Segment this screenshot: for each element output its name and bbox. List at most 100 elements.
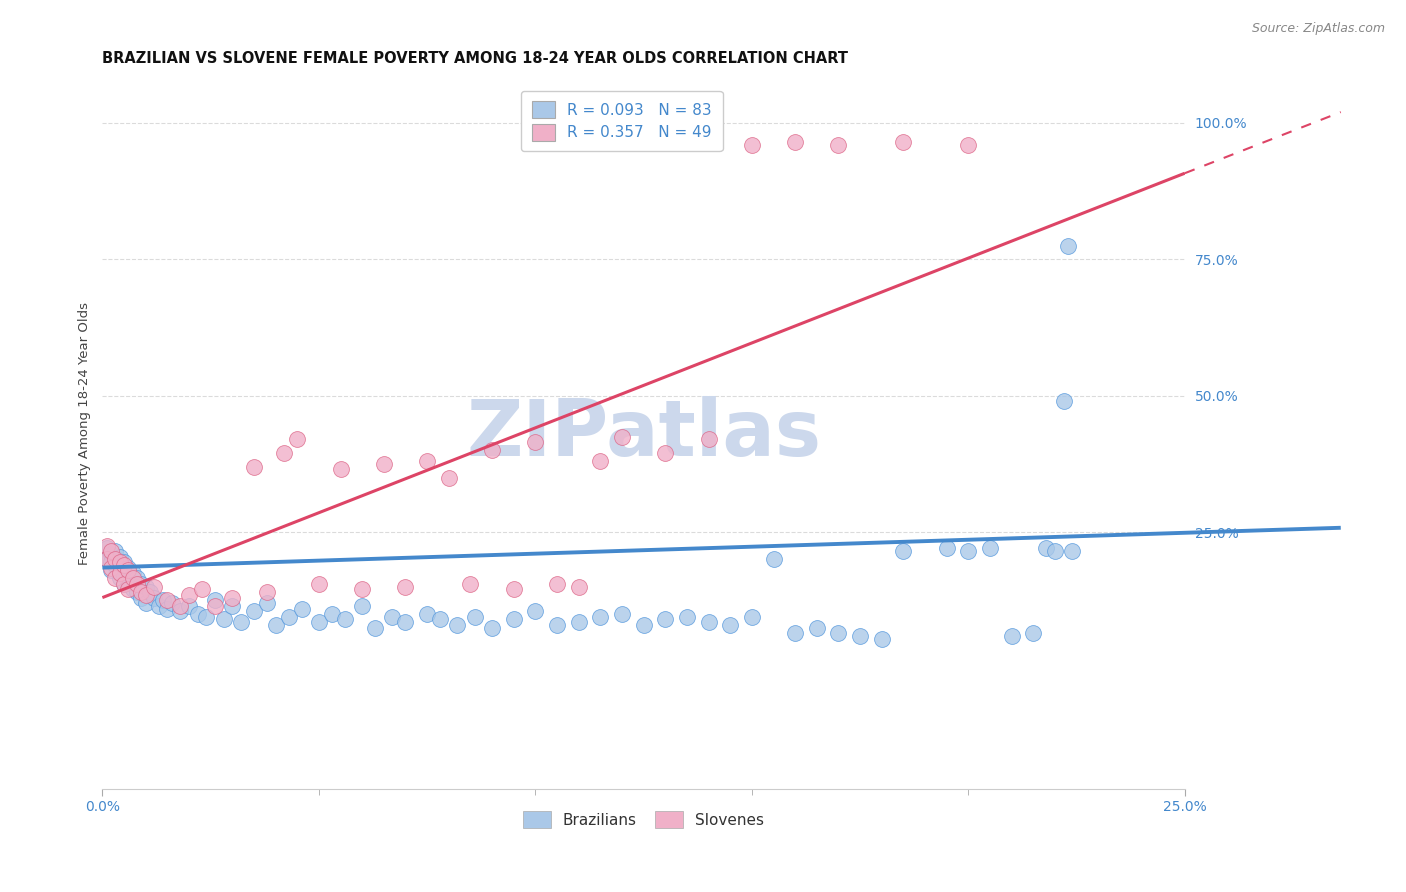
Point (870, 632, 893, 646)
Point (827, 137, 849, 152)
Point (121, 566, 143, 580)
Point (481, 443, 503, 458)
Point (148, 599, 170, 613)
Point (117, 574, 139, 589)
Point (104, 544, 127, 558)
Point (108, 549, 131, 564)
Point (352, 582, 374, 597)
Point (1043, 544, 1066, 558)
Point (243, 459, 266, 474)
Point (321, 607, 343, 621)
Point (546, 618, 568, 632)
Point (264, 618, 287, 632)
Point (893, 544, 915, 558)
Point (131, 585, 153, 599)
Point (104, 572, 127, 586)
Point (633, 618, 655, 632)
Text: Source: ZipAtlas.com: Source: ZipAtlas.com (1251, 22, 1385, 36)
Point (394, 615, 416, 629)
Point (156, 593, 179, 607)
Point (589, 609, 612, 624)
Point (135, 596, 157, 610)
Point (364, 621, 387, 635)
Point (117, 560, 139, 574)
Legend: Brazilians, Slovenes: Brazilians, Slovenes (517, 805, 770, 834)
Point (849, 629, 872, 643)
Point (195, 609, 218, 624)
Point (135, 588, 157, 602)
Point (273, 446, 295, 460)
Point (100, 563, 122, 577)
Point (697, 615, 720, 629)
Point (957, 137, 980, 152)
Point (100, 544, 122, 558)
Point (429, 612, 451, 626)
Point (589, 454, 612, 468)
Point (96, 539, 118, 553)
Point (125, 585, 148, 599)
Text: ZIPatlas: ZIPatlas (467, 396, 821, 472)
Point (229, 615, 252, 629)
Point (352, 599, 374, 613)
Point (108, 572, 131, 586)
Point (108, 566, 131, 580)
Point (285, 433, 308, 447)
Point (502, 612, 524, 626)
Point (568, 580, 591, 594)
Point (131, 591, 153, 605)
Point (1001, 629, 1024, 643)
Point (112, 568, 135, 582)
Point (112, 555, 135, 569)
Point (979, 541, 1001, 556)
Point (676, 609, 699, 624)
Point (152, 593, 174, 607)
Point (437, 470, 460, 484)
Point (117, 563, 139, 577)
Point (177, 588, 200, 602)
Point (100, 547, 122, 561)
Point (221, 599, 243, 613)
Point (139, 585, 162, 599)
Point (160, 596, 183, 610)
Text: BRAZILIAN VS SLOVENE FEMALE POVERTY AMONG 18-24 YEAR OLDS CORRELATION CHART: BRAZILIAN VS SLOVENE FEMALE POVERTY AMON… (103, 51, 848, 66)
Point (481, 621, 503, 635)
Point (96, 552, 118, 566)
Point (524, 435, 547, 450)
Point (117, 582, 139, 597)
Point (221, 591, 243, 605)
Point (112, 577, 135, 591)
Point (204, 599, 226, 613)
Point (108, 566, 131, 580)
Point (104, 552, 127, 566)
Point (96, 552, 118, 566)
Point (187, 607, 209, 621)
Point (256, 596, 278, 610)
Point (308, 615, 330, 629)
Point (277, 609, 299, 624)
Point (290, 601, 312, 615)
Point (546, 577, 568, 591)
Point (394, 580, 416, 594)
Y-axis label: Female Poverty Among 18-24 Year Olds: Female Poverty Among 18-24 Year Olds (79, 302, 91, 566)
Point (381, 609, 404, 624)
Point (610, 430, 633, 444)
Point (1057, 238, 1080, 252)
Point (785, 135, 807, 149)
Point (460, 577, 482, 591)
Point (204, 593, 226, 607)
Point (827, 626, 849, 640)
Point (308, 577, 330, 591)
Point (100, 555, 122, 569)
Point (610, 607, 633, 621)
Point (212, 612, 235, 626)
Point (957, 544, 980, 558)
Point (100, 560, 122, 574)
Point (243, 604, 266, 618)
Point (112, 558, 135, 572)
Point (256, 585, 278, 599)
Point (785, 626, 807, 640)
Point (135, 580, 157, 594)
Point (524, 604, 547, 618)
Point (156, 601, 179, 615)
Point (169, 599, 191, 613)
